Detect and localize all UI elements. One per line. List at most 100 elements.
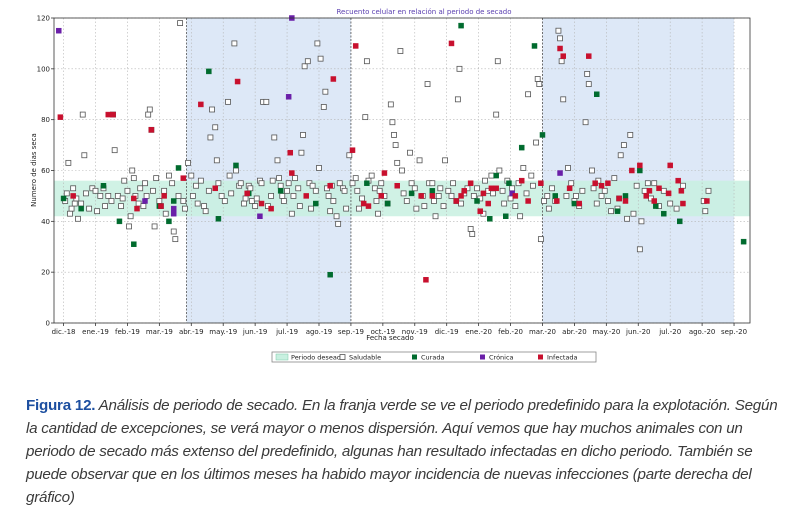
saludable-point xyxy=(620,142,627,148)
saludable-point xyxy=(228,190,235,197)
cr-nica-point xyxy=(56,27,62,34)
saludable-point xyxy=(146,106,153,113)
curada-point xyxy=(614,208,621,214)
saludable-point xyxy=(81,152,88,159)
caption-text: Análisis de periodo de secado. En la fra… xyxy=(26,397,778,506)
saludable-point xyxy=(601,187,608,194)
infectada-point xyxy=(643,193,649,199)
infectada-point xyxy=(360,200,367,207)
infectada-point xyxy=(131,195,137,202)
saludable-point xyxy=(277,182,284,189)
saludable-point xyxy=(333,213,340,220)
legend-label-infectada: Infectada xyxy=(547,353,578,361)
saludable-point xyxy=(525,91,532,98)
saludable-point xyxy=(65,159,72,166)
saludable-point xyxy=(509,185,516,192)
y-tick-label: 20 xyxy=(41,269,50,277)
saludable-point xyxy=(560,96,567,103)
saludable-point xyxy=(325,193,332,199)
curada-point xyxy=(474,198,480,204)
saludable-point xyxy=(114,193,121,199)
saludable-point xyxy=(212,124,219,131)
infectada-point xyxy=(605,180,611,186)
saludable-point xyxy=(421,203,428,209)
saludable-point xyxy=(194,200,201,207)
infectada-point xyxy=(592,180,598,186)
saludable-point xyxy=(431,198,437,204)
saludable-point xyxy=(68,205,75,212)
saludable-point xyxy=(150,187,156,194)
saludable-point xyxy=(537,236,544,243)
saludable-point xyxy=(317,55,324,62)
infectada-point xyxy=(678,188,685,194)
saludable-point xyxy=(413,205,420,212)
infectada-point xyxy=(289,170,295,176)
saludable-point xyxy=(555,27,562,34)
infectada-point xyxy=(488,185,495,192)
curada-point xyxy=(552,193,558,199)
x-tick-label: ago.-19 xyxy=(306,328,333,336)
saludable-point xyxy=(627,132,634,138)
saludable-point xyxy=(429,180,436,187)
saludable-point xyxy=(563,193,570,199)
infectada-point xyxy=(234,78,241,85)
legend-label-periodo-deseado: Periodo deseado xyxy=(291,353,345,361)
saludable-point xyxy=(590,185,597,192)
curada-point xyxy=(166,218,172,225)
infectada-point xyxy=(105,111,112,118)
saludable-point xyxy=(67,210,73,217)
curada-point xyxy=(622,193,629,199)
infectada-point xyxy=(493,185,499,192)
saludable-point xyxy=(493,111,500,118)
curada-point xyxy=(215,216,222,222)
saludable-point xyxy=(118,203,124,209)
curada-point xyxy=(408,190,415,197)
infectada-point xyxy=(704,198,710,204)
cr-nica-point xyxy=(257,213,263,219)
curada-point xyxy=(661,210,667,217)
saludable-point xyxy=(558,58,565,65)
infectada-point xyxy=(467,180,474,186)
saludable-point xyxy=(121,177,128,184)
figure-caption: Figura 12. Análisis de periodo de secado… xyxy=(26,394,786,509)
saludable-point xyxy=(565,165,571,171)
saludable-point xyxy=(162,210,169,217)
infectada-point xyxy=(525,198,531,204)
curada-point xyxy=(653,203,659,209)
cr-nica-point xyxy=(142,198,148,204)
saludable-point xyxy=(145,111,152,118)
saludable-point xyxy=(276,175,282,182)
infectada-point xyxy=(448,40,455,47)
saludable-point xyxy=(215,180,222,187)
saludable-point xyxy=(263,98,270,105)
saludable-point xyxy=(541,198,547,204)
cr-nica-point xyxy=(285,94,292,100)
curada-point xyxy=(677,218,683,225)
saludable-point xyxy=(75,215,81,222)
curada-point xyxy=(571,200,578,207)
saludable-point xyxy=(249,198,255,204)
saludable-point xyxy=(424,81,431,87)
saludable-point xyxy=(170,228,177,235)
x-axis-title: Fecha secado xyxy=(366,334,414,342)
infectada-point xyxy=(394,183,400,189)
saludable-point xyxy=(108,198,115,204)
saludable-point xyxy=(378,180,385,187)
saludable-point xyxy=(416,157,423,164)
saludable-point xyxy=(102,203,108,209)
saludable-point xyxy=(651,180,658,187)
curada-point xyxy=(531,43,538,49)
infectada-point xyxy=(477,208,483,214)
infectada-point xyxy=(198,101,204,108)
saludable-point xyxy=(258,180,265,187)
infectada-point xyxy=(352,43,359,49)
saludable-point xyxy=(312,187,319,194)
legend-label-saludable: Saludable xyxy=(349,353,381,361)
legend-swatch-saludable xyxy=(339,354,346,360)
infectada-point xyxy=(287,149,294,156)
infectada-point xyxy=(622,198,629,204)
curada-point xyxy=(429,188,436,194)
x-tick-label: mar.-20 xyxy=(529,328,556,336)
chart-title: Recuento celular en relación al periodo … xyxy=(336,8,511,16)
saludable-point xyxy=(667,200,674,207)
